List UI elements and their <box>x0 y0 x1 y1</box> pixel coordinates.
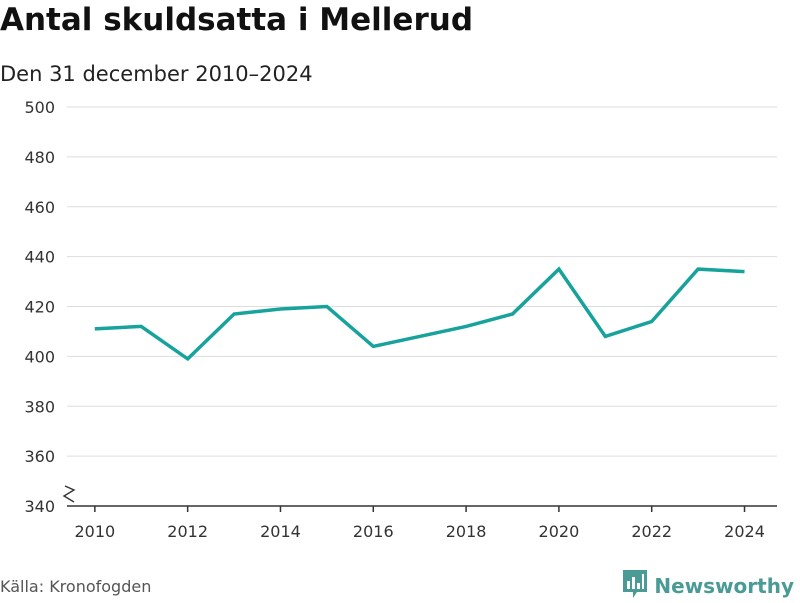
x-tick-label: 2020 <box>539 522 580 541</box>
x-tick-label: 2022 <box>631 522 672 541</box>
y-tick-label: 380 <box>24 397 55 416</box>
y-tick-label: 340 <box>24 497 55 516</box>
x-tick-label: 2018 <box>446 522 487 541</box>
x-tick-label: 2012 <box>167 522 208 541</box>
source-note: Källa: Kronofogden <box>0 577 152 596</box>
x-tick-label: 2016 <box>353 522 394 541</box>
x-tick-label: 2024 <box>724 522 765 541</box>
y-tick-label: 460 <box>24 198 55 217</box>
series-line <box>94 266 745 362</box>
y-tick-label: 400 <box>24 347 55 366</box>
axis-break-icon <box>62 485 76 503</box>
x-tick-label: 2014 <box>260 522 301 541</box>
brand[interactable]: Newsworthy <box>622 569 794 603</box>
chart-subtitle: Den 31 december 2010–2024 <box>0 62 313 86</box>
y-tick-label: 480 <box>24 148 55 167</box>
chart-title: Antal skuldsatta i Mellerud <box>0 2 474 38</box>
y-tick-label: 420 <box>24 298 55 317</box>
x-tick-label: 2010 <box>74 522 115 541</box>
brand-name: Newsworthy <box>654 574 794 598</box>
y-tick-label: 440 <box>24 248 55 267</box>
y-tick-label: 360 <box>24 447 55 466</box>
newsworthy-logo-icon <box>622 569 648 603</box>
y-tick-label: 500 <box>24 98 55 117</box>
